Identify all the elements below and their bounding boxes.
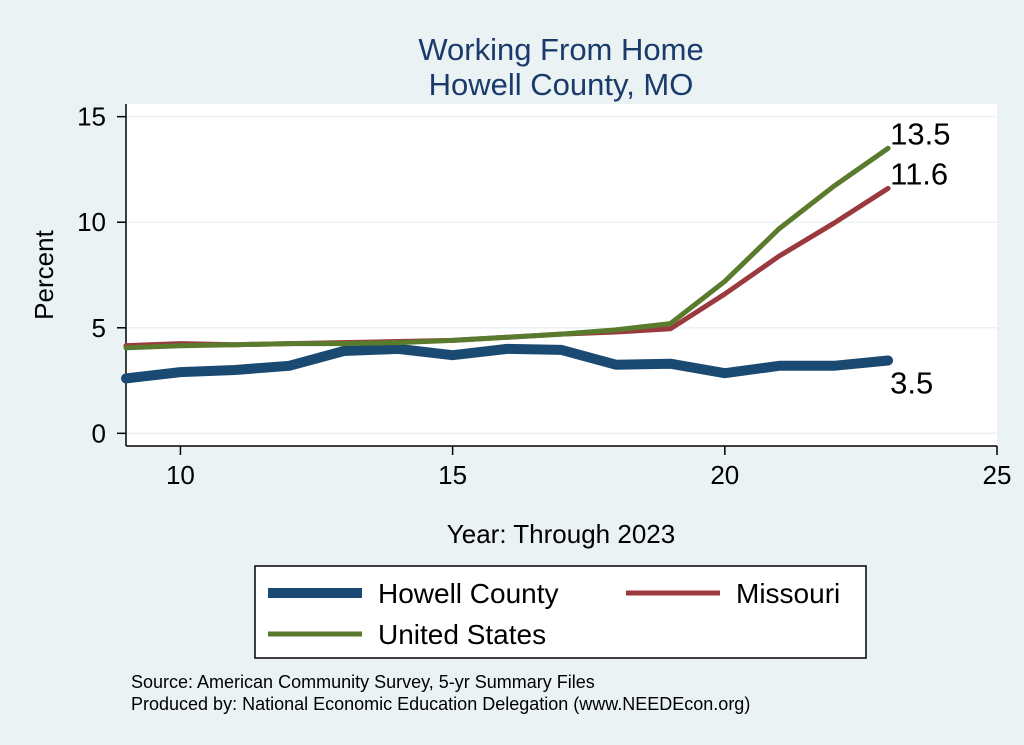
series-line-united-states bbox=[123, 145, 891, 351]
x-tick-label-25: 25 bbox=[983, 460, 1012, 490]
gridlines bbox=[126, 115, 997, 435]
legend-label-howell-county: Howell County bbox=[378, 578, 559, 609]
y-axis-title: Percent bbox=[29, 229, 59, 319]
y-tick-label-10: 10 bbox=[77, 207, 106, 237]
chart-title-line-1: Working From Home bbox=[418, 32, 703, 67]
end-labels: 13.5 11.6 3.5 bbox=[890, 116, 950, 400]
axes: 0 5 10 15 10 15 20 25 bbox=[77, 102, 1011, 490]
y-tick-label-0: 0 bbox=[92, 418, 106, 448]
legend: Howell County Missouri United States bbox=[268, 578, 840, 650]
series-line-howell-county bbox=[121, 343, 894, 384]
x-axis-title: Year: Through 2023 bbox=[447, 519, 675, 549]
end-label-missouri: 11.6 bbox=[890, 156, 948, 191]
chart-title-line-2: Howell County, MO bbox=[429, 67, 694, 102]
legend-label-missouri: Missouri bbox=[736, 578, 840, 609]
series-lines bbox=[121, 145, 894, 384]
y-tick-label-5: 5 bbox=[92, 313, 106, 343]
y-tick-label-15: 15 bbox=[77, 102, 106, 132]
end-label-united-states: 13.5 bbox=[890, 116, 950, 151]
producer-note: Produced by: National Economic Education… bbox=[131, 694, 750, 714]
x-tick-label-20: 20 bbox=[710, 460, 739, 490]
x-tick-label-10: 10 bbox=[166, 460, 195, 490]
legend-box bbox=[254, 565, 867, 659]
end-label-howell-county: 3.5 bbox=[890, 365, 933, 400]
plot-area bbox=[126, 104, 997, 446]
x-tick-label-15: 15 bbox=[438, 460, 467, 490]
source-note: Source: American Community Survey, 5-yr … bbox=[131, 672, 595, 692]
legend-label-united-states: United States bbox=[378, 619, 546, 650]
